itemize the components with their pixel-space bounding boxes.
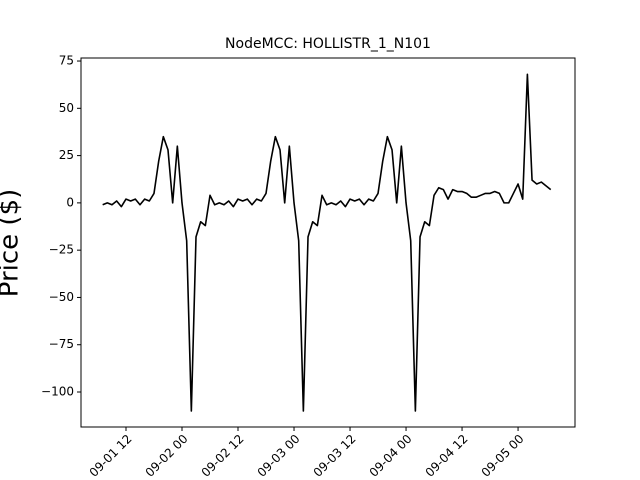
y-tick-label: 75 <box>59 54 74 68</box>
chart-title: NodeMCC: HOLLISTR_1_N101 <box>225 36 431 52</box>
y-tick-label: 25 <box>59 148 74 162</box>
y-tick-label: −75 <box>49 337 74 351</box>
y-tick-label: −25 <box>49 243 74 257</box>
plot-frame <box>80 57 576 428</box>
data-line <box>102 73 552 412</box>
y-tick-label: 0 <box>66 195 74 209</box>
y-axis-label: Price ($) <box>0 189 25 298</box>
y-tick-label: −50 <box>49 290 74 304</box>
y-tick-label: 50 <box>59 101 74 115</box>
y-tick-label: −100 <box>41 385 74 399</box>
